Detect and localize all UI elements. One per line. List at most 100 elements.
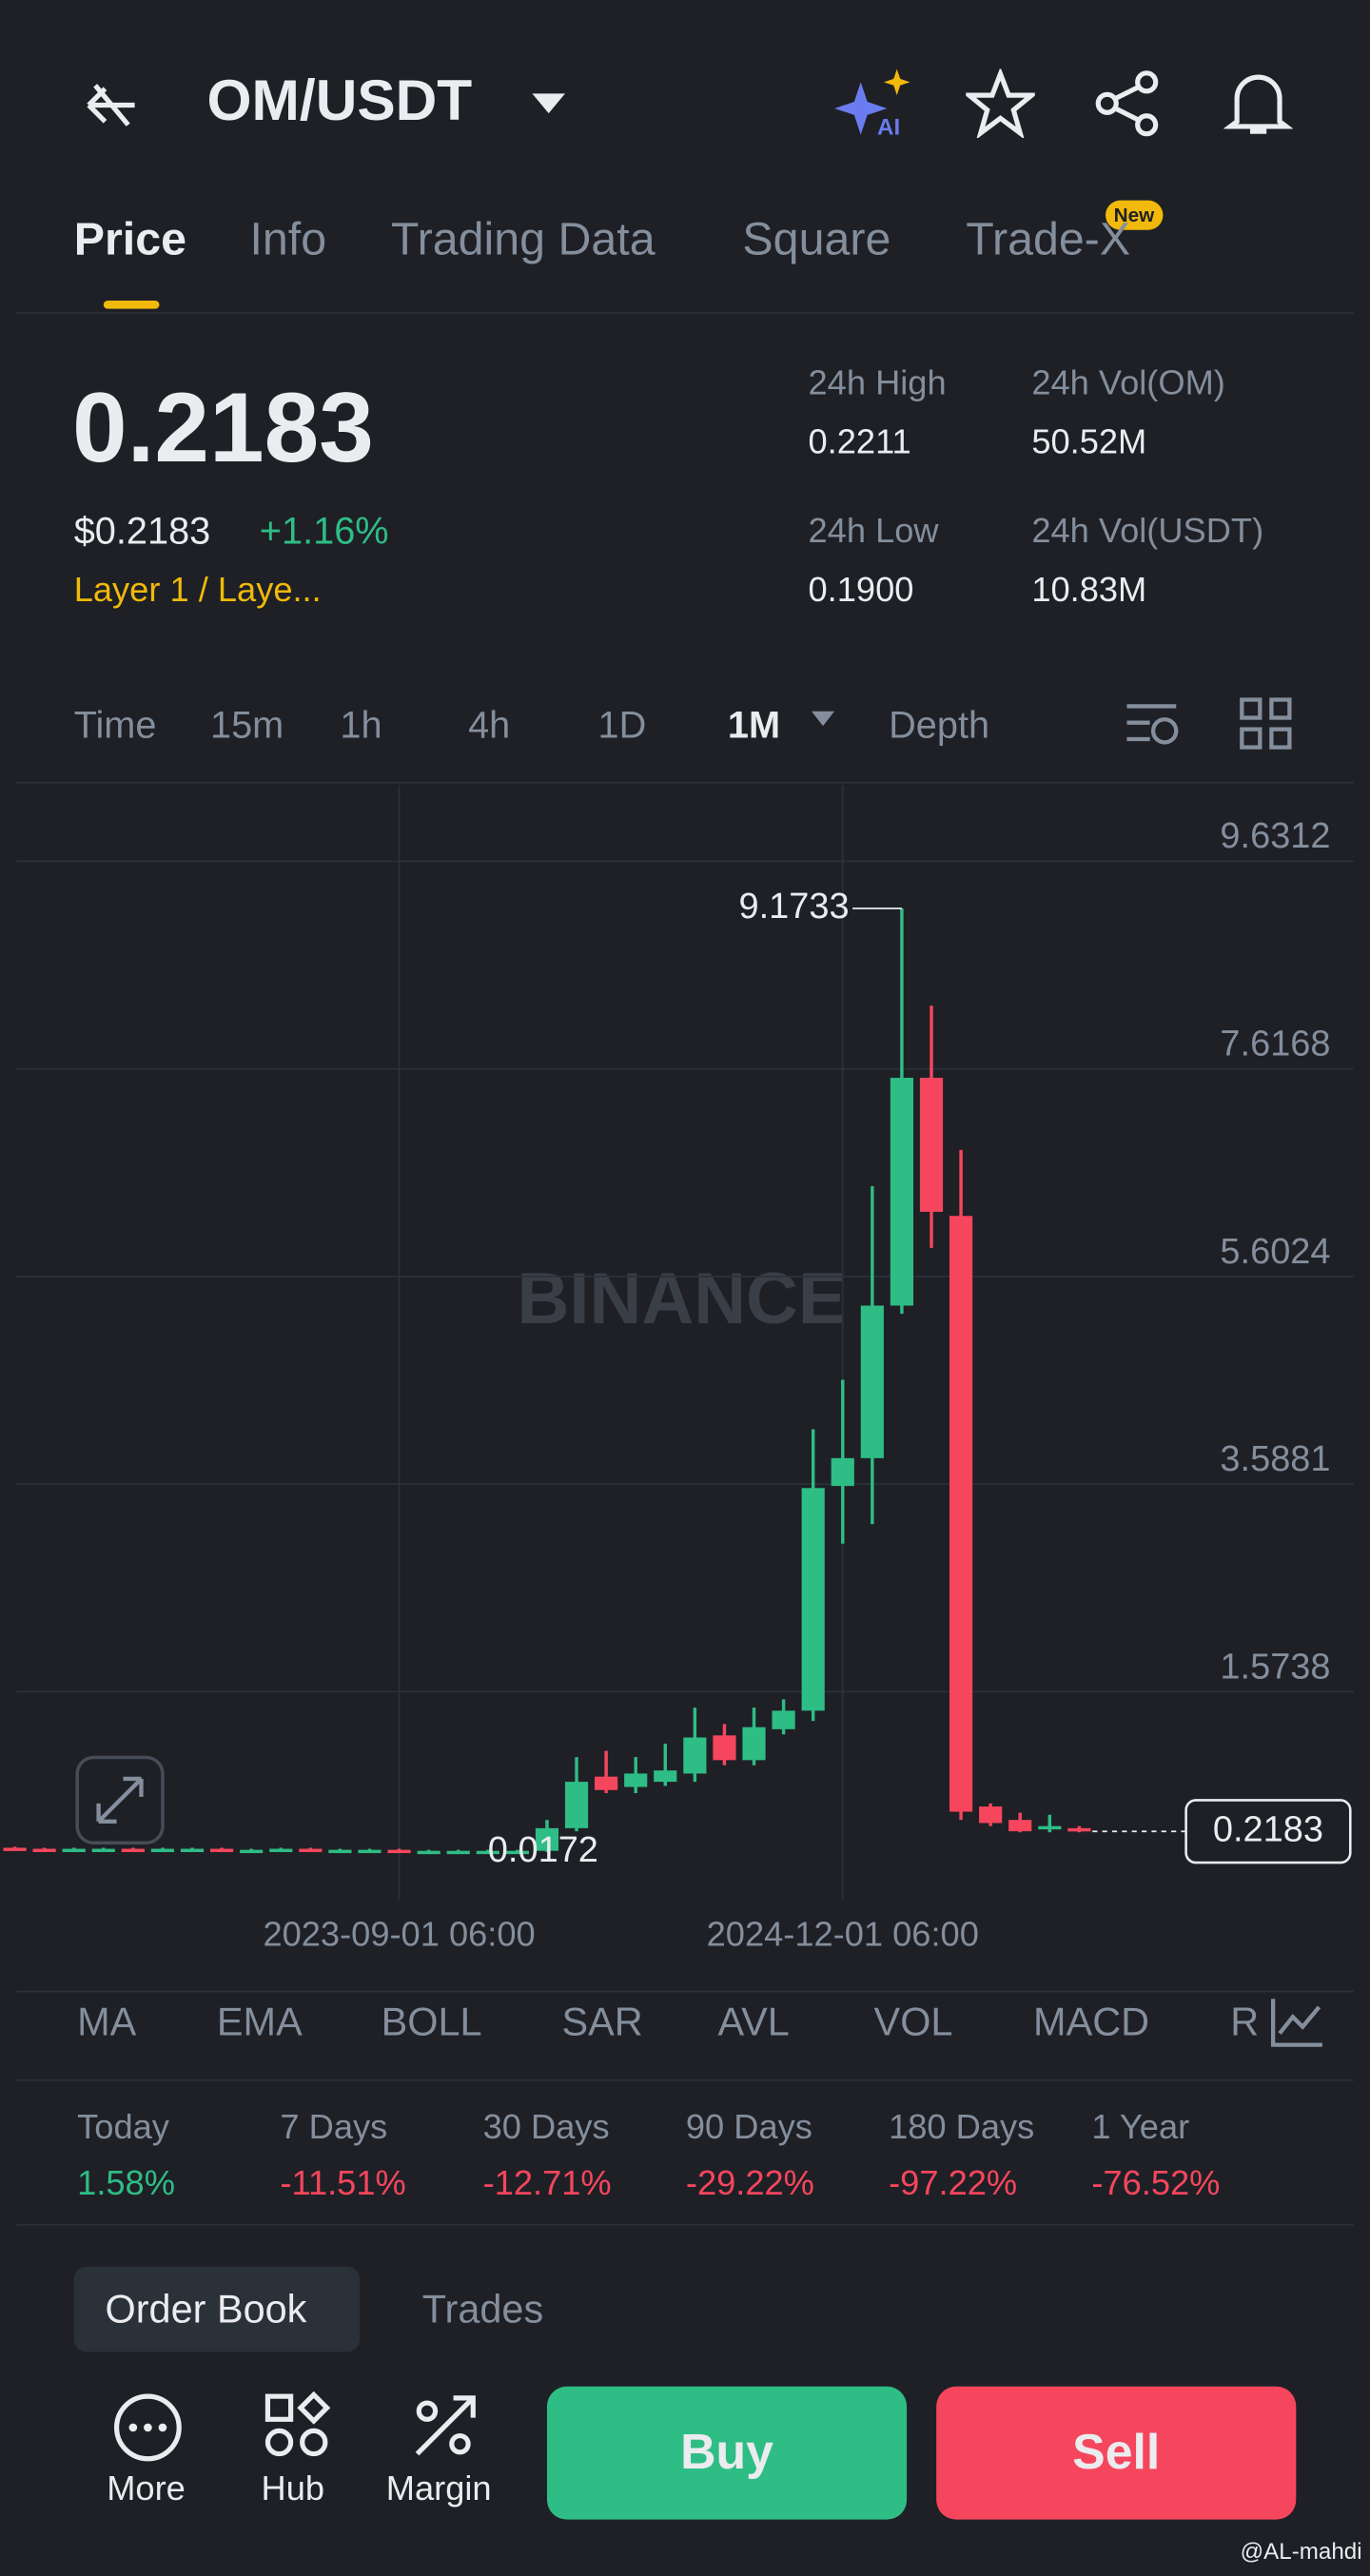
- credit: @AL-mahdi: [1240, 2537, 1362, 2565]
- stat-label: 24h Low: [808, 512, 939, 551]
- candle-body: [624, 1773, 648, 1787]
- indicator[interactable]: MA: [77, 2000, 137, 2045]
- expand-button[interactable]: [75, 1755, 165, 1844]
- nav-label[interactable]: Hub: [261, 2469, 325, 2508]
- candlestick-chart: BINANCE 2023-09-01 06:00 2024-12-01 06:00…: [3, 785, 1354, 1953]
- period-label: 7 Days: [280, 2108, 388, 2147]
- candle-body: [683, 1737, 707, 1774]
- candle-body: [654, 1770, 677, 1783]
- divider: [16, 1990, 1354, 1993]
- margin-icon[interactable]: [411, 2391, 480, 2461]
- tab[interactable]: Info: [249, 213, 327, 264]
- candle-body: [358, 1849, 382, 1854]
- interval[interactable]: 1h: [340, 702, 382, 746]
- stat-label: 24h Vol(USDT): [1031, 512, 1264, 551]
- indicator[interactable]: MACD: [1033, 2000, 1150, 2045]
- period-change: -76.52%: [1091, 2164, 1221, 2203]
- stat-value: 0.1900: [808, 571, 914, 610]
- candle-body: [150, 1848, 175, 1852]
- candle-body: [299, 1848, 323, 1852]
- book-tab[interactable]: Trades: [421, 2288, 544, 2332]
- indicator[interactable]: VOL: [873, 2000, 953, 2045]
- ai-icon[interactable]: AI: [834, 68, 913, 139]
- candle-body: [801, 1488, 825, 1711]
- more-icon[interactable]: [111, 2391, 184, 2464]
- candle-body: [476, 1850, 499, 1855]
- watermark: BINANCE: [518, 1259, 847, 1339]
- indicator[interactable]: EMA: [216, 2000, 303, 2045]
- new-badge: New: [1106, 200, 1163, 230]
- stat-value: 0.2211: [808, 423, 911, 462]
- candle-body: [860, 1305, 884, 1458]
- candle-body: [831, 1457, 854, 1487]
- buy-button[interactable]: Buy: [546, 2386, 908, 2520]
- favorite-icon[interactable]: [966, 68, 1035, 139]
- indicator-settings[interactable]: [1268, 1994, 1324, 2050]
- interval[interactable]: Time: [73, 702, 157, 746]
- indicator[interactable]: R: [1230, 2000, 1260, 2045]
- indicator[interactable]: AVL: [717, 2000, 790, 2045]
- tab[interactable]: Price: [73, 213, 186, 264]
- tab[interactable]: Square: [742, 213, 891, 264]
- interval[interactable]: 1D: [597, 702, 647, 746]
- x-tick-label: 2023-09-01 06:00: [263, 1914, 535, 1953]
- indicator[interactable]: SAR: [561, 2000, 643, 2045]
- divider: [16, 2223, 1354, 2226]
- candle-body: [32, 1848, 56, 1852]
- pair-title[interactable]: OM/USDT: [206, 68, 473, 133]
- settings-icon[interactable]: [1124, 696, 1183, 749]
- sell-button[interactable]: Sell: [936, 2386, 1297, 2520]
- period-change: 1.58%: [77, 2164, 175, 2203]
- divider: [16, 312, 1354, 314]
- candle-body: [772, 1710, 795, 1729]
- share-icon[interactable]: [1094, 69, 1164, 139]
- tab[interactable]: Trade-X: [966, 213, 1131, 264]
- period-label: Today: [77, 2108, 169, 2147]
- last-price-label: 0.2183: [1213, 1809, 1323, 1849]
- y-tick-label: 1.5738: [1220, 1647, 1330, 1687]
- book-tab[interactable]: Order Book: [105, 2288, 307, 2332]
- divider: [16, 781, 1354, 784]
- back-icon[interactable]: [79, 75, 145, 134]
- tab-indicator: [103, 300, 160, 309]
- nav-label[interactable]: More: [107, 2469, 186, 2508]
- layout-icon[interactable]: [1239, 696, 1295, 752]
- candle-body: [535, 1827, 559, 1851]
- interval-dropdown[interactable]: [811, 711, 835, 728]
- candle-body: [742, 1727, 766, 1761]
- interval[interactable]: 15m: [210, 702, 284, 746]
- candle-body: [121, 1848, 145, 1852]
- indicator[interactable]: BOLL: [381, 2000, 482, 2045]
- interval[interactable]: Depth: [889, 702, 990, 746]
- candle-body: [210, 1848, 234, 1852]
- period-change: -29.22%: [685, 2164, 814, 2203]
- alert-icon[interactable]: [1223, 69, 1293, 139]
- candle-body: [387, 1849, 411, 1854]
- period-label: 30 Days: [482, 2108, 610, 2147]
- candle-body: [713, 1735, 736, 1761]
- candle-body: [1067, 1827, 1091, 1832]
- dropdown-icon[interactable]: [529, 90, 568, 117]
- candle-body: [269, 1848, 293, 1852]
- active-tab-bg: [73, 2266, 361, 2352]
- candle-body: [564, 1782, 589, 1828]
- stat-value: 10.83M: [1031, 571, 1147, 610]
- period-change: -12.71%: [482, 2164, 612, 2203]
- sector-tag[interactable]: Layer 1 / Laye...: [73, 571, 322, 610]
- hub-icon[interactable]: [263, 2391, 332, 2461]
- stat-label: 24h High: [808, 364, 947, 403]
- candle-body: [417, 1850, 440, 1855]
- nav-label[interactable]: Margin: [385, 2469, 492, 2508]
- y-tick-label: 9.6312: [1220, 816, 1330, 856]
- y-tick-label: 5.6024: [1220, 1232, 1330, 1272]
- low-label: 0.0172: [488, 1830, 598, 1870]
- interval[interactable]: 4h: [468, 702, 511, 746]
- interval[interactable]: 1M: [727, 702, 781, 746]
- candle-body: [328, 1849, 352, 1854]
- y-tick-label: 7.6168: [1220, 1024, 1330, 1064]
- candle-body: [3, 1847, 27, 1851]
- price-change: +1.16%: [259, 509, 389, 553]
- tab[interactable]: Trading Data: [390, 213, 656, 264]
- usd-price: $0.2183: [73, 509, 211, 553]
